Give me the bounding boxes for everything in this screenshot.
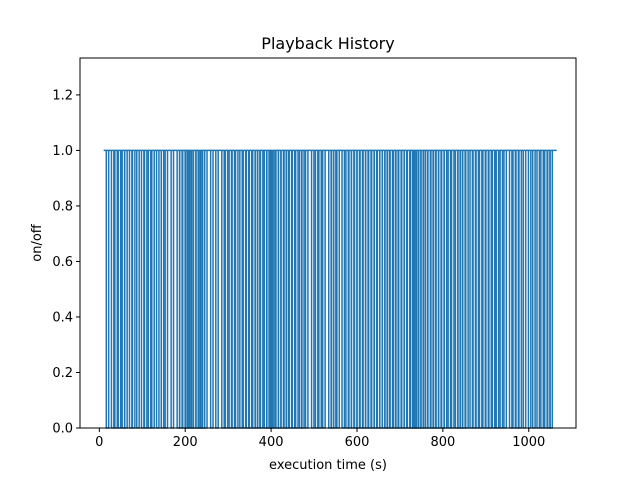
- y-tick-label: 0.8: [52, 199, 73, 214]
- axes-frame: [79, 57, 577, 429]
- y-tick-label: 1.0: [52, 144, 73, 159]
- x-tick-label: 200: [173, 435, 198, 450]
- x-tick-label: 1000: [512, 435, 545, 450]
- x-axis: 0 200 400 600 800 1000: [95, 428, 545, 450]
- x-tick-label: 800: [430, 435, 455, 450]
- x-tick-label: 400: [259, 435, 284, 450]
- x-axis-label: execution time (s): [269, 458, 387, 473]
- y-tick-label: 0.6: [52, 255, 73, 270]
- x-tick-label: 0: [95, 435, 103, 450]
- x-tick-label: 600: [345, 435, 370, 450]
- chart-title: Playback History: [261, 34, 394, 53]
- y-axis: 0.0 0.2 0.4 0.6 0.8 1.0 1.2: [52, 88, 80, 437]
- y-tick-label: 0.2: [52, 366, 73, 381]
- y-tick-label: 0.0: [52, 422, 73, 437]
- y-tick-label: 0.4: [52, 310, 73, 325]
- y-tick-label: 1.2: [52, 88, 73, 103]
- y-axis-label: on/off: [30, 223, 45, 262]
